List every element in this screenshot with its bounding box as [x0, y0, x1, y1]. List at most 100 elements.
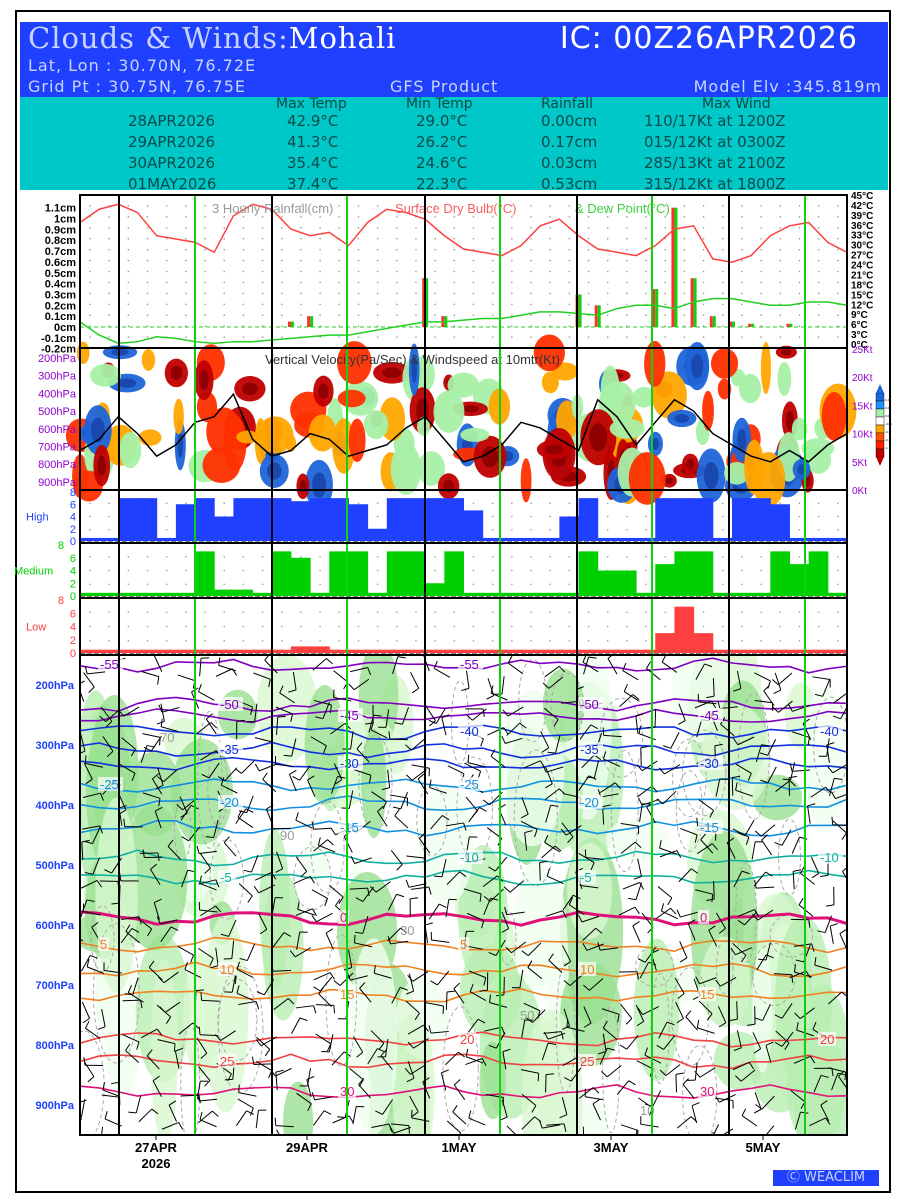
wind-barb-staff [793, 1055, 811, 1064]
wind-barb-flag [691, 1102, 700, 1107]
wind-barb-staff [430, 1030, 449, 1034]
wind-barb-staff [350, 731, 354, 750]
wind-barb-staff [331, 1051, 345, 1066]
wind-barb-staff [199, 882, 217, 891]
grid-dot [741, 336, 743, 338]
isotherm-label-bg [458, 1032, 476, 1046]
grid-dot [242, 611, 245, 614]
wind-barb-staff [293, 875, 311, 885]
wind-barb-staff [603, 734, 622, 738]
grid-dot [530, 515, 532, 518]
wind-barb-flag [659, 767, 665, 775]
wind-barb-staff [387, 769, 391, 788]
wind-barb-flag [212, 1110, 219, 1117]
grid-dot [434, 569, 436, 572]
wind-barb-flag [452, 1105, 458, 1113]
wind-barb-staff [425, 705, 436, 721]
cloud-bar-low [616, 649, 637, 653]
wind-barb-flag [382, 801, 387, 810]
grid-dot [779, 216, 782, 218]
grid-dot [837, 569, 839, 572]
isotherm-label-bg [458, 724, 483, 738]
vertical-velocity-blob [337, 341, 372, 385]
wind-barb-staff [220, 1030, 236, 1041]
figure-frame [15, 10, 891, 1193]
cloud-bar-low [214, 649, 234, 653]
grid-dot [204, 336, 206, 338]
grid-dot [511, 205, 513, 207]
cloud-bar-high [290, 501, 311, 541]
grid-dot [376, 502, 379, 505]
wind-barb-flag [799, 836, 808, 840]
wind-barb-flag [234, 768, 242, 774]
cloud-bar-medium [386, 551, 407, 596]
wind-barb-flag [553, 719, 559, 727]
vertical-velocity-blob [717, 378, 732, 400]
wind-barb-flag [334, 898, 341, 907]
cloud-bar-medium [80, 592, 100, 596]
wind-barb-flag [131, 773, 136, 781]
isotherm-line [80, 910, 847, 927]
isotherm-label: -10 [460, 850, 479, 865]
grid-dot [338, 248, 341, 251]
grid-dot [511, 281, 513, 284]
wind-barb-flag [210, 965, 219, 969]
grid-dot [280, 248, 283, 251]
wind-barb-staff [208, 762, 220, 779]
rain-axis-tick: 0.6cm [45, 257, 76, 269]
wind-barb-staff [80, 1031, 81, 1033]
wind-barb-flag [264, 1049, 271, 1057]
grid-dot [472, 569, 475, 572]
grid-dot [645, 281, 647, 284]
wind-barb-staff [602, 1033, 607, 1052]
windspeed-axis-tick: 10Kt [852, 430, 873, 441]
wind-barb-staff [80, 955, 91, 972]
wind-barb-staff [652, 1090, 662, 1107]
wind-barb-staff [561, 822, 574, 838]
wind-barb-flag [404, 1067, 411, 1075]
grid-dot [798, 281, 801, 284]
wind-barb-flag [479, 893, 482, 902]
grid-dot [127, 336, 130, 338]
cloud-bar-medium [118, 592, 139, 596]
wind-barb-staff [722, 1128, 734, 1135]
wind-barb-flag [842, 867, 847, 872]
grid-dot [472, 555, 475, 558]
wind-barb-staff [138, 1108, 153, 1123]
wind-barb-flag [754, 880, 757, 889]
grid-dot [300, 237, 302, 240]
grid-dot [261, 259, 264, 262]
grid-dot [396, 270, 398, 273]
wind-barb-flag [614, 782, 621, 790]
wind-barb-flag [490, 897, 499, 901]
wind-barb-flag [198, 1095, 201, 1104]
wind-barb-flag [406, 774, 413, 781]
wind-barb-flag [324, 898, 329, 907]
grid-dot [549, 259, 551, 262]
grid-dot [127, 259, 130, 262]
wind-barb-flag [102, 1082, 106, 1091]
wind-barb-staff [507, 706, 524, 717]
wind-barb-staff [276, 1129, 280, 1135]
grid-dot [587, 205, 590, 207]
wind-barb-flag [659, 1069, 667, 1076]
grid-dot [798, 259, 801, 262]
wind-barb-staff [756, 954, 767, 971]
grid-dot [204, 325, 206, 327]
wind-barb-staff [468, 1117, 486, 1126]
grid-dot [453, 639, 456, 642]
grid-dot [530, 639, 532, 642]
vertical-velocity-blob [447, 372, 480, 398]
grid-dot [127, 583, 130, 586]
grid-dot [300, 611, 302, 614]
rain-axis-tick: -0.2cm [41, 344, 76, 356]
wind-barb-flag [667, 897, 673, 906]
legend-label: 0.4 [885, 398, 890, 402]
grid-dot [626, 205, 628, 207]
isotherm-line [80, 741, 847, 759]
wind-barb-flag [196, 845, 200, 854]
grid-dot [645, 237, 647, 240]
wind-barb-flag [268, 679, 271, 688]
wind-barb-staff [272, 827, 291, 830]
grid-dot [185, 569, 187, 572]
